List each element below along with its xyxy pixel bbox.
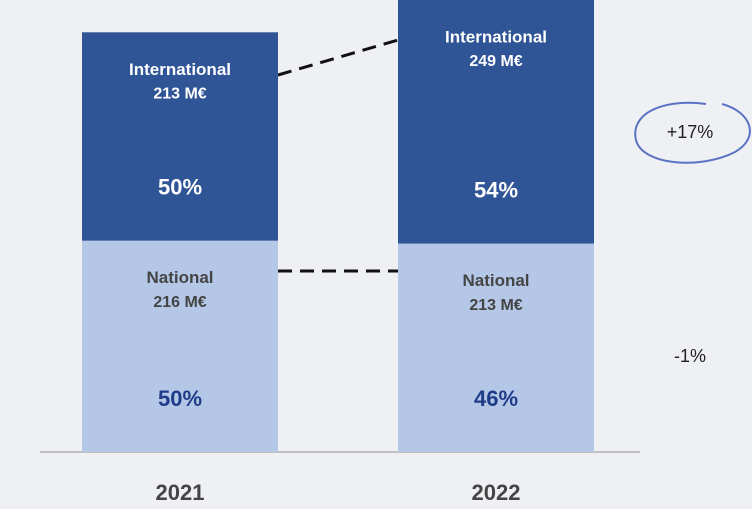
bar-segment — [398, 243, 594, 452]
segment-name: National — [462, 271, 529, 290]
segment-name: National — [146, 268, 213, 287]
bar-segment — [398, 0, 594, 244]
highlight-ellipse — [634, 101, 751, 164]
x-tick-label: 2021 — [156, 480, 205, 505]
share-label: 54% — [474, 177, 518, 202]
share-label: 50% — [158, 174, 202, 199]
value-label: 216 M€ — [153, 294, 206, 311]
bar-segment — [82, 32, 278, 241]
share-label: 50% — [158, 386, 202, 411]
change-label: +17% — [667, 122, 714, 142]
share-label: 46% — [474, 386, 518, 411]
change-label: -1% — [674, 346, 706, 366]
value-label: 213 M€ — [153, 86, 206, 103]
segment-name: International — [445, 27, 547, 46]
bar-segment — [82, 240, 278, 452]
value-label: 249 M€ — [469, 53, 522, 70]
value-label: 213 M€ — [469, 297, 522, 314]
segment-name: International — [129, 60, 231, 79]
x-tick-label: 2022 — [472, 480, 521, 505]
